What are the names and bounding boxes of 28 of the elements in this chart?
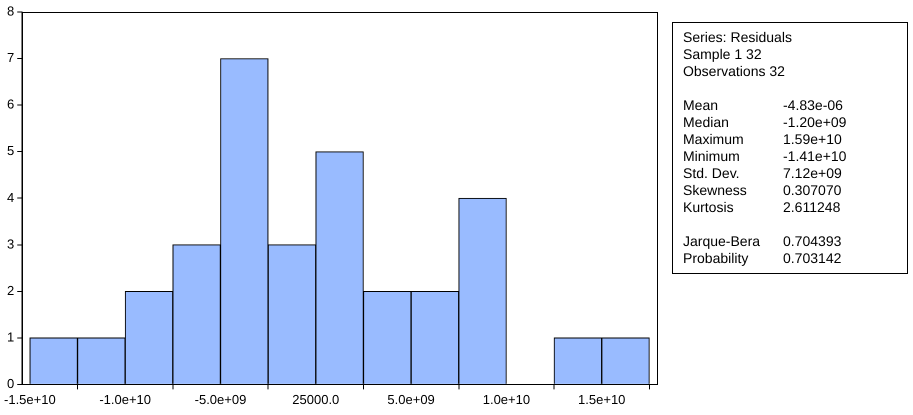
y-tick-label: 2 [6, 282, 14, 298]
text: Mean -4.83e-06 [683, 97, 843, 113]
x-tick-label: 5.0e+09 [387, 392, 435, 407]
y-tick-label: 4 [6, 190, 14, 205]
y-tick-label: 8 [6, 4, 14, 19]
y-tick-label: 5 [6, 143, 14, 158]
y-tick-label: 3 [6, 236, 14, 252]
text: Series: Residuals [683, 29, 793, 46]
x-tick-label: 1.5e+10 [578, 392, 626, 407]
text: Probability 0.703142 [683, 250, 842, 266]
text: Observations 32 [683, 63, 786, 80]
text: Jarque-Bera 0.704393 [683, 233, 842, 249]
text: Sample 1 32 [683, 46, 763, 63]
y-tick-label: 6 [6, 96, 14, 112]
y-tick-label: 7 [6, 50, 14, 66]
y-tick-label: 1 [6, 329, 14, 344]
x-tick-label: -5.0e+09 [194, 392, 246, 407]
x-tick-label: -1.0e+10 [99, 392, 152, 407]
x-tick-label: 1.0e+10 [482, 392, 530, 407]
text: Kurtosis 2.611248 [683, 199, 840, 215]
x-tick-label: 25000.0 [292, 392, 340, 407]
text: Minimum -1.41e+10 [683, 148, 846, 164]
y-tick-label: 0 [6, 376, 14, 391]
text: Maximum 1.59e+10 [683, 131, 842, 147]
text: Median -1.20e+09 [683, 114, 846, 130]
text: Skewness 0.307070 [683, 182, 842, 198]
x-tick-label: -1.5e+10 [4, 392, 56, 407]
text: Std. Dev. 7.12e+09 [683, 165, 842, 181]
